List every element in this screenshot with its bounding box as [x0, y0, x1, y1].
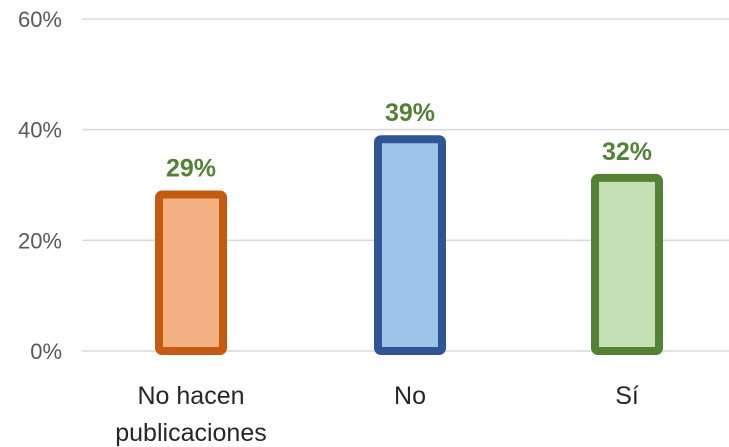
y-tick-label: 60% — [18, 7, 62, 32]
y-axis-tick-labels: 0% 20% 40% 60% — [18, 7, 62, 364]
category-label: No — [394, 382, 426, 410]
y-tick-label: 40% — [18, 118, 62, 143]
data-label: 29% — [166, 155, 216, 183]
category-label: No hacen — [137, 382, 244, 410]
category-label: publicaciones — [115, 419, 267, 447]
y-tick-label: 0% — [30, 339, 62, 364]
data-label: 39% — [385, 99, 435, 127]
bar-2 — [374, 135, 446, 355]
data-label: 32% — [602, 138, 652, 166]
category-labels: No hacen publicaciones No Sí — [115, 382, 639, 447]
y-tick-label: 20% — [18, 228, 62, 253]
category-label: Sí — [615, 382, 639, 410]
bar-3 — [591, 173, 663, 355]
bar-1 — [155, 190, 227, 355]
data-labels: 29% 39% 32% — [166, 99, 652, 182]
bars — [155, 135, 663, 355]
